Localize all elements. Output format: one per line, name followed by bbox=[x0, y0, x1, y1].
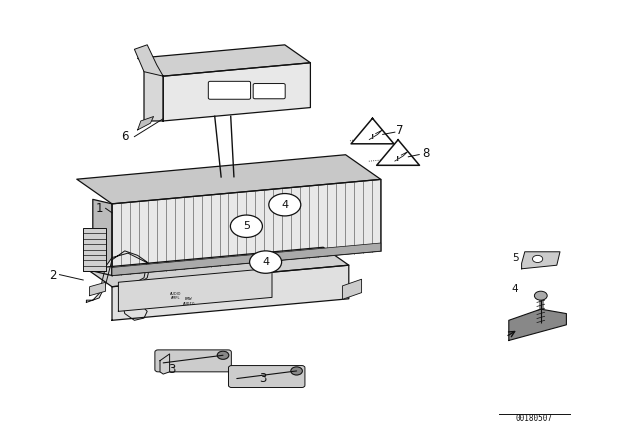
Text: !: ! bbox=[371, 134, 374, 140]
Circle shape bbox=[230, 215, 262, 237]
Polygon shape bbox=[86, 247, 349, 287]
Polygon shape bbox=[138, 116, 154, 130]
Text: 00180507: 00180507 bbox=[516, 414, 553, 423]
Text: 3: 3 bbox=[168, 363, 175, 376]
Polygon shape bbox=[112, 179, 381, 276]
Polygon shape bbox=[77, 155, 381, 204]
Circle shape bbox=[534, 291, 547, 300]
Text: 2: 2 bbox=[49, 269, 56, 282]
Polygon shape bbox=[509, 309, 566, 340]
Circle shape bbox=[250, 251, 282, 273]
Polygon shape bbox=[93, 199, 112, 276]
Polygon shape bbox=[377, 140, 419, 165]
Text: 1: 1 bbox=[95, 202, 103, 215]
FancyBboxPatch shape bbox=[253, 83, 285, 99]
Text: !: ! bbox=[396, 155, 400, 162]
Polygon shape bbox=[138, 45, 310, 76]
Polygon shape bbox=[83, 228, 106, 271]
Text: 4: 4 bbox=[262, 257, 269, 267]
Circle shape bbox=[217, 351, 228, 359]
Circle shape bbox=[532, 255, 543, 263]
Polygon shape bbox=[134, 45, 163, 76]
Text: 6: 6 bbox=[121, 130, 129, 143]
Polygon shape bbox=[144, 65, 163, 121]
Text: 7: 7 bbox=[396, 124, 404, 138]
Circle shape bbox=[291, 367, 302, 375]
FancyBboxPatch shape bbox=[155, 350, 231, 372]
Text: BMW
AUDIO: BMW AUDIO bbox=[182, 297, 195, 306]
Text: 4: 4 bbox=[512, 284, 518, 294]
Polygon shape bbox=[118, 268, 272, 311]
Text: 5: 5 bbox=[243, 221, 250, 231]
Polygon shape bbox=[112, 243, 381, 276]
Polygon shape bbox=[163, 63, 310, 121]
FancyBboxPatch shape bbox=[209, 82, 251, 99]
Polygon shape bbox=[112, 265, 349, 320]
Text: 8: 8 bbox=[422, 146, 429, 160]
Text: 5: 5 bbox=[512, 253, 518, 263]
Polygon shape bbox=[522, 252, 560, 269]
Circle shape bbox=[269, 194, 301, 216]
Text: 3: 3 bbox=[259, 372, 266, 385]
Polygon shape bbox=[160, 354, 170, 374]
Polygon shape bbox=[90, 282, 106, 296]
Polygon shape bbox=[86, 251, 150, 320]
Polygon shape bbox=[342, 279, 362, 299]
Text: AUDIO
AMPL: AUDIO AMPL bbox=[170, 292, 182, 301]
Text: 4: 4 bbox=[281, 200, 289, 210]
FancyBboxPatch shape bbox=[228, 366, 305, 388]
Polygon shape bbox=[351, 118, 394, 144]
